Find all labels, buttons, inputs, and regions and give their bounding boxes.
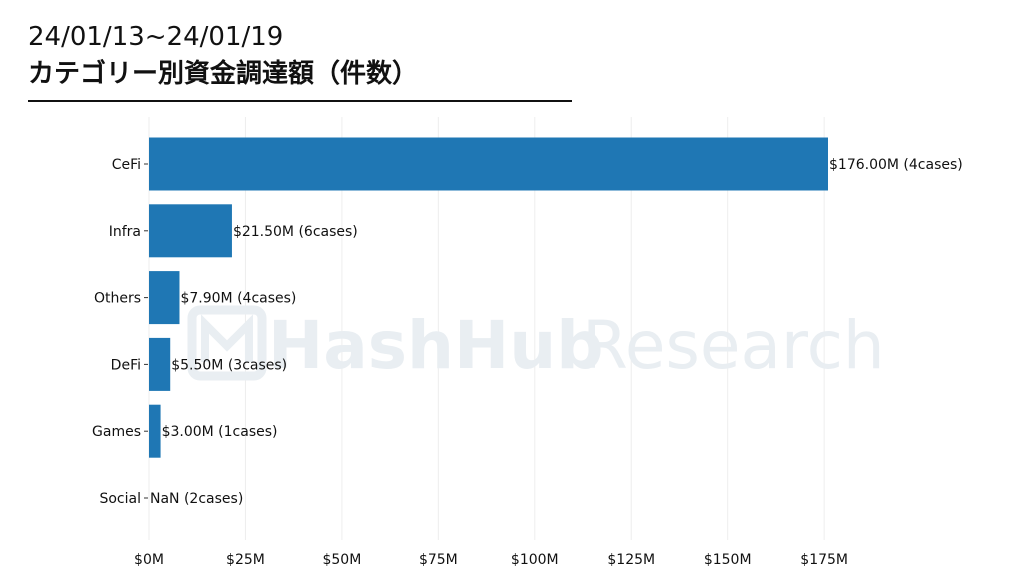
category-label: Social	[99, 491, 141, 507]
category-label: Infra	[109, 224, 141, 240]
bar	[149, 404, 161, 458]
x-tick-label: $25M	[226, 552, 265, 568]
data-label: $7.90M (4cases)	[180, 291, 296, 307]
bars	[149, 137, 828, 458]
watermark: HashHub Research	[187, 305, 885, 384]
x-tick-label: $150M	[704, 552, 752, 568]
bar	[149, 137, 828, 191]
chart-title: カテゴリー別資金調達額（件数）	[28, 59, 419, 89]
data-label: $21.50M (6cases)	[233, 224, 358, 240]
x-tick-label: $175M	[800, 552, 848, 568]
data-label: $176.00M (4cases)	[829, 157, 963, 173]
x-tick-label: $75M	[419, 552, 458, 568]
title-underline	[28, 100, 572, 102]
date-range: 24/01/13~24/01/19	[28, 22, 284, 52]
labels: $0M $25M $50M $75M $100M $125M $150M $175M CeFi $…	[92, 157, 963, 568]
data-label: $3.00M (1cases)	[162, 424, 278, 440]
chart-header: 24/01/13~24/01/19 カテゴリー別資金調達額（件数）	[28, 20, 418, 94]
category-label: Others	[94, 291, 141, 307]
watermark-suffix: Research	[582, 307, 885, 384]
data-label: NaN (2cases)	[150, 491, 243, 507]
x-tick-label: $0M	[134, 552, 164, 568]
bar	[149, 337, 171, 391]
category-label: DeFi	[111, 357, 141, 373]
data-label: $5.50M (3cases)	[171, 357, 287, 373]
x-tick-label: $50M	[322, 552, 361, 568]
category-label: Games	[92, 424, 141, 440]
bar	[149, 271, 180, 325]
x-tick-label: $125M	[607, 552, 655, 568]
category-label: CeFi	[112, 157, 141, 173]
watermark-brand: HashHub	[268, 307, 604, 384]
bar	[149, 204, 232, 258]
watermark-logo-icon	[187, 305, 267, 381]
x-tick-label: $100M	[511, 552, 559, 568]
